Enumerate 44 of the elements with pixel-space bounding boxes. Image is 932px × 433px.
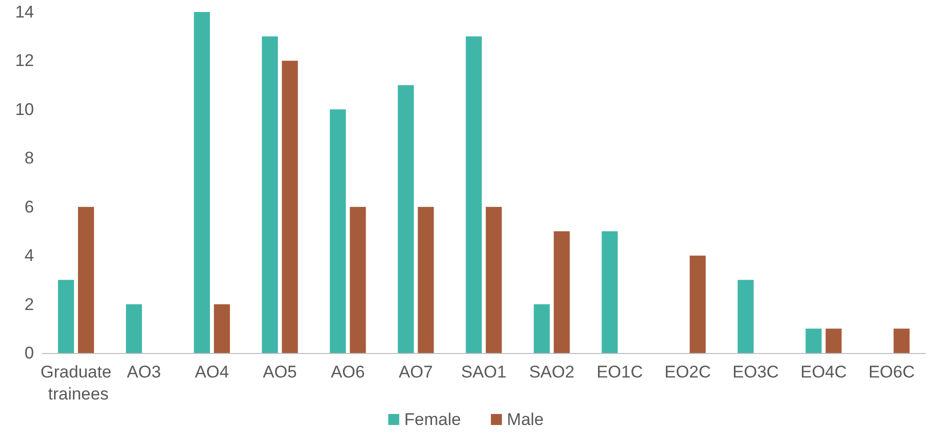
bar [486,206,502,353]
bar [78,206,94,353]
bar [58,280,74,353]
bar [602,231,618,353]
y-tick-label: 2 [24,294,34,314]
bar [894,328,910,353]
x-tick-label: SAO1 [461,362,506,382]
bar [330,109,346,353]
x-tick-label: AO4 [194,362,229,382]
bar [262,36,278,353]
x-tick-label: Graduate trainees [40,362,112,404]
bar [282,60,298,353]
x-tick-label: EO3C [732,362,779,382]
y-tick-label: 0 [24,344,34,362]
x-tick-label: EO4C [800,362,847,382]
bar [826,328,842,353]
y-tick-label: 4 [24,246,34,266]
bar [554,231,570,353]
bar [214,304,230,353]
x-tick-label: AO3 [126,362,161,382]
bar [534,304,550,353]
bar [690,256,706,353]
x-tick-label: EO6C [868,362,915,382]
bar [738,280,754,353]
x-tick-label: EO1C [596,362,643,382]
y-tick-label: 6 [24,197,34,216]
x-tick-label: AO7 [398,362,433,382]
bar [806,328,822,353]
bar [350,206,366,353]
bar [418,206,434,353]
legend-label: Male [506,410,544,429]
x-tick-label: AO5 [262,362,297,382]
bar [398,85,414,353]
y-tick-label: 12 [15,51,34,70]
y-tick-label: 10 [15,100,34,119]
y-tick-label: 14 [15,2,34,22]
x-tick-label: SAO2 [529,362,574,382]
x-tick-label: EO2C [664,362,711,382]
y-tick-label: 8 [24,148,34,168]
x-tick-label: AO6 [330,362,365,382]
legend-label: Female [404,410,461,429]
bar [466,36,482,353]
bar [126,304,142,353]
bar [194,12,210,353]
